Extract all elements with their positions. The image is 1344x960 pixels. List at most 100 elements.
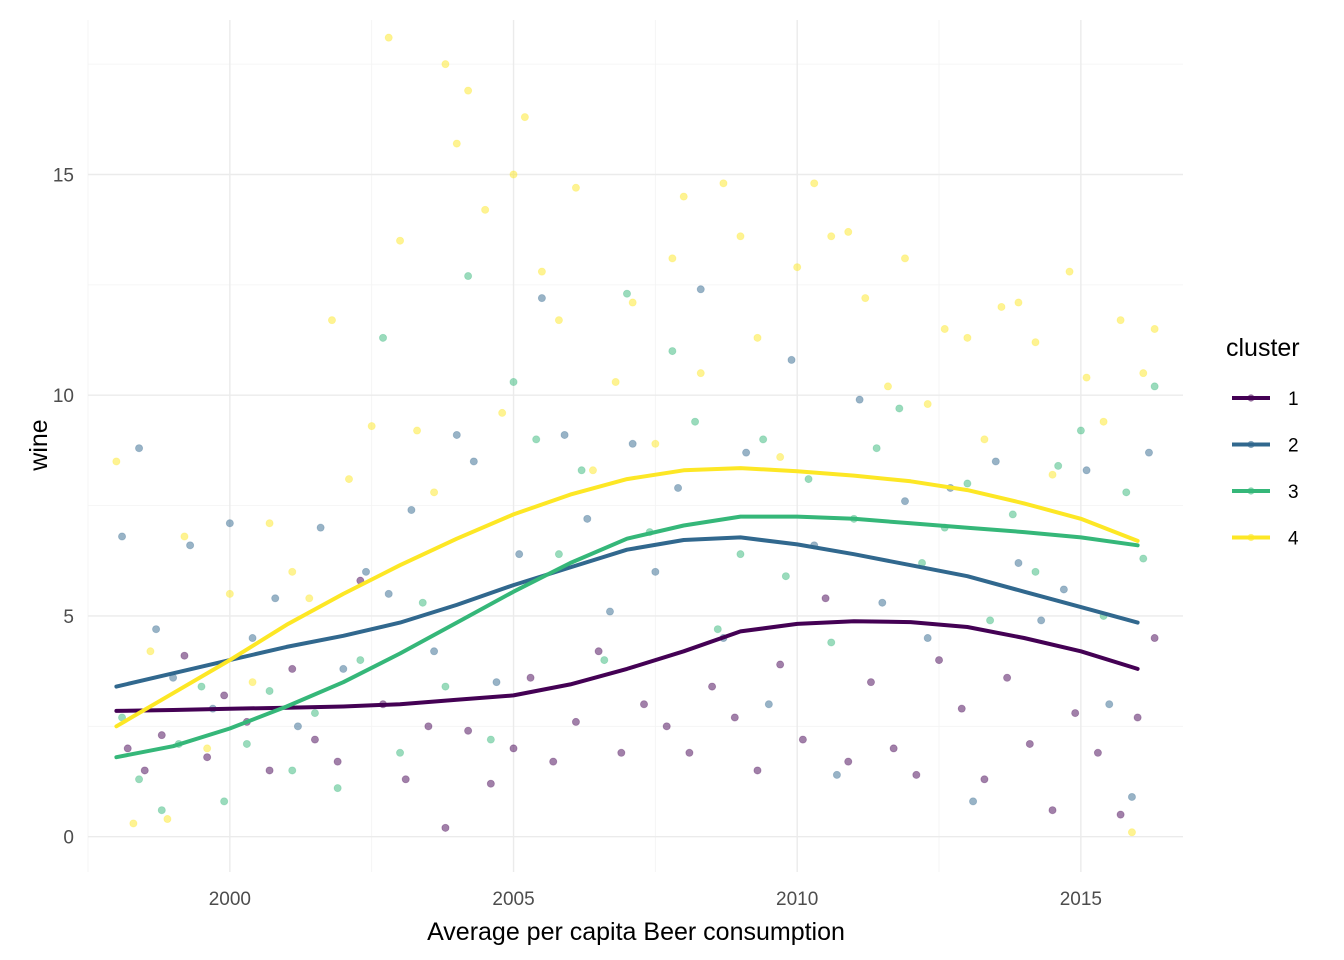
cluster-3-point bbox=[804, 475, 813, 484]
cluster-4-smooth-line bbox=[114, 466, 1140, 729]
x-tick-label: 2005 bbox=[492, 889, 534, 910]
cluster-4-point bbox=[384, 33, 393, 42]
cluster-1-point bbox=[685, 748, 694, 757]
cluster-2-point bbox=[1037, 616, 1046, 625]
cluster-3-point bbox=[1122, 488, 1131, 497]
y-tick-label: 5 bbox=[63, 607, 74, 628]
x-axis-ticks: 2000 2005 2010 2015 bbox=[209, 889, 1102, 910]
legend-key-point bbox=[1247, 533, 1255, 542]
cluster-2-point bbox=[135, 444, 144, 453]
cluster-3-point bbox=[441, 682, 450, 691]
cluster-4-point bbox=[146, 647, 155, 656]
cluster-3-point bbox=[157, 806, 166, 815]
cluster-4-point bbox=[452, 139, 461, 148]
cluster-3-point bbox=[713, 625, 722, 634]
cluster-2-point bbox=[1105, 700, 1114, 709]
cluster-1-point bbox=[1048, 806, 1057, 815]
cluster-3-point bbox=[554, 550, 563, 559]
cluster-3-point bbox=[418, 598, 427, 607]
cluster-2-point bbox=[832, 770, 841, 779]
cluster-4-point bbox=[923, 400, 932, 409]
cluster-4-point bbox=[481, 205, 490, 214]
cluster-2-point bbox=[674, 483, 683, 492]
cluster-3-point bbox=[1031, 567, 1040, 576]
cluster-1-point bbox=[464, 726, 473, 735]
cluster-2-point bbox=[537, 294, 546, 303]
cluster-2-point bbox=[452, 430, 461, 439]
cluster-4-point bbox=[628, 298, 637, 307]
legend-item-cluster-1: 1 bbox=[1232, 389, 1299, 410]
legend-title: cluster bbox=[1226, 334, 1300, 362]
scatter-points bbox=[112, 33, 1159, 837]
cluster-2-point bbox=[787, 355, 796, 364]
legend-label: 4 bbox=[1288, 529, 1299, 550]
cluster-4-point bbox=[793, 263, 802, 272]
cluster-4-point bbox=[776, 453, 785, 462]
cluster-4-point bbox=[679, 192, 688, 201]
cluster-4-point bbox=[1065, 267, 1074, 276]
cluster-2-point bbox=[605, 607, 614, 616]
cluster-2-point bbox=[991, 457, 1000, 466]
cluster-2-point bbox=[1059, 585, 1068, 594]
cluster-4-point bbox=[464, 86, 473, 95]
cluster-2-point bbox=[742, 448, 751, 457]
cluster-3-point bbox=[379, 333, 388, 342]
cluster-1-point bbox=[486, 779, 495, 788]
cluster-3-point bbox=[1054, 461, 1063, 470]
cluster-1-point bbox=[220, 691, 229, 700]
cluster-4-point bbox=[588, 466, 597, 475]
cluster-4-point bbox=[265, 519, 274, 528]
cluster-3-point bbox=[736, 550, 745, 559]
cluster-1-point bbox=[889, 744, 898, 753]
cluster-4-point bbox=[430, 488, 439, 497]
cluster-4-point bbox=[203, 744, 212, 753]
cluster-1-point bbox=[333, 757, 342, 766]
cluster-4-point bbox=[963, 333, 972, 342]
cluster-3-point bbox=[464, 272, 473, 281]
x-tick-label: 2010 bbox=[776, 889, 818, 910]
cluster-4-point bbox=[112, 457, 121, 466]
cluster-1-point bbox=[1133, 713, 1142, 722]
cluster-2-point bbox=[969, 797, 978, 806]
cluster-1-point bbox=[866, 678, 875, 687]
cluster-4-point bbox=[1031, 338, 1040, 347]
smooth-lines bbox=[114, 466, 1140, 760]
cluster-4-point bbox=[498, 408, 507, 417]
cluster-4-point bbox=[1139, 369, 1148, 378]
cluster-3-point bbox=[622, 289, 631, 298]
cluster-1-point bbox=[912, 770, 921, 779]
cluster-4-point bbox=[441, 60, 450, 69]
cluster-3-point bbox=[759, 435, 768, 444]
cluster-3-point bbox=[197, 682, 206, 691]
cluster-3-point bbox=[986, 616, 995, 625]
cluster-2-point bbox=[186, 541, 195, 550]
cluster-2-point bbox=[384, 589, 393, 598]
cluster-2-point bbox=[560, 430, 569, 439]
legend-key-point bbox=[1247, 394, 1255, 402]
cluster-3-point bbox=[872, 444, 881, 453]
cluster-1-point bbox=[265, 766, 274, 775]
legend-item-cluster-3: 3 bbox=[1232, 482, 1299, 503]
legend-label: 2 bbox=[1288, 436, 1299, 457]
y-axis-title: wine bbox=[25, 419, 53, 471]
cluster-3-point bbox=[691, 417, 700, 426]
cluster-1-point bbox=[526, 673, 535, 682]
cluster-4-point bbox=[651, 439, 660, 448]
cluster-1-point bbox=[203, 753, 212, 762]
cluster-3-point bbox=[1008, 510, 1017, 519]
cluster-4-point bbox=[1150, 325, 1159, 334]
cluster-3-point bbox=[577, 466, 586, 475]
cluster-1-point bbox=[123, 744, 132, 753]
cluster-3-point bbox=[356, 656, 365, 665]
y-tick-label: 10 bbox=[53, 386, 74, 407]
cluster-1-point bbox=[594, 647, 603, 656]
cluster-1-point bbox=[957, 704, 966, 713]
cluster-2-point bbox=[248, 634, 257, 643]
cluster-1-point bbox=[1093, 748, 1102, 757]
cluster-2-smooth-line bbox=[114, 535, 1140, 689]
x-axis-title: Average per capita Beer consumption bbox=[427, 918, 845, 946]
cluster-3-point bbox=[781, 572, 790, 581]
cluster-2-point bbox=[923, 634, 932, 643]
cluster-4-point bbox=[883, 382, 892, 391]
